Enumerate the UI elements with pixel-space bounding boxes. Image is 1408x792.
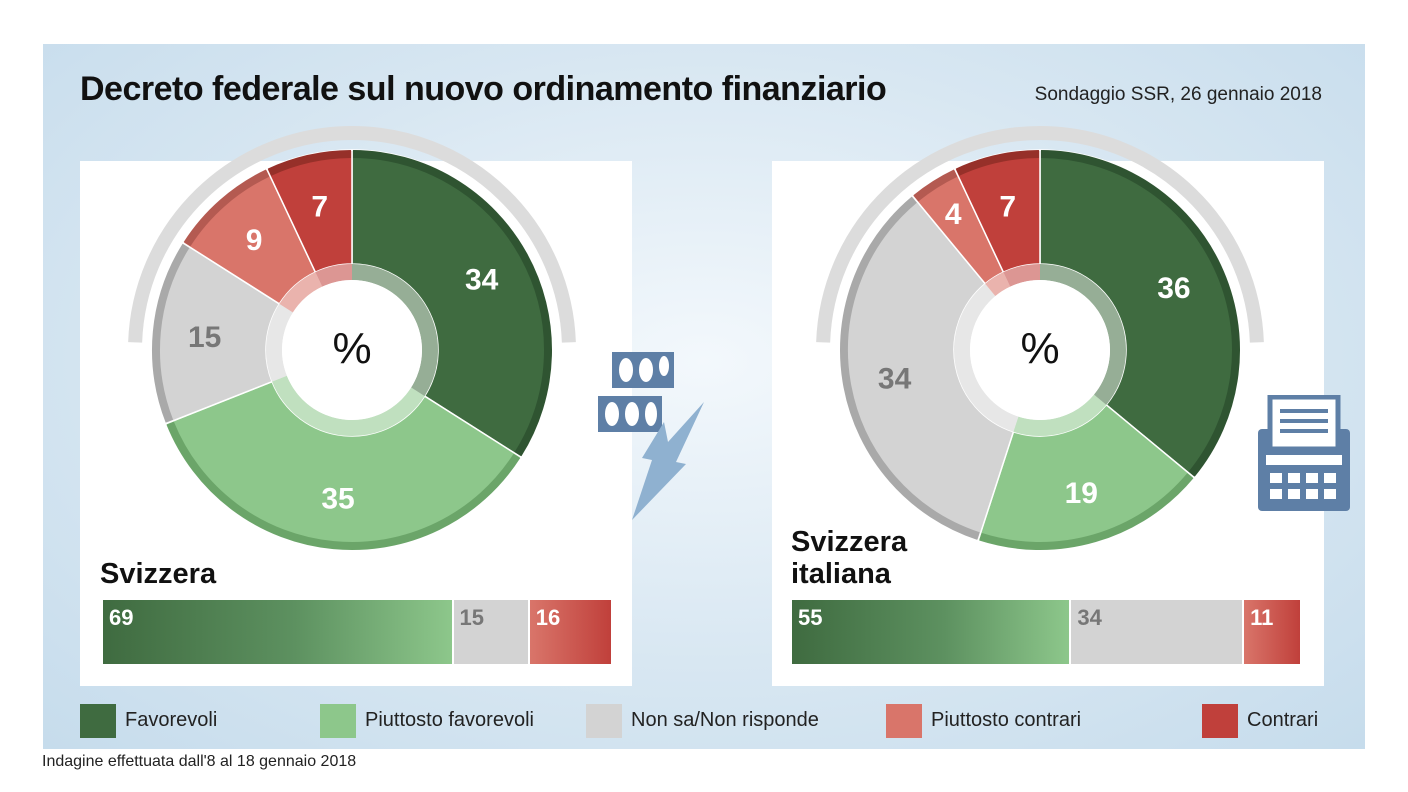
donut-inner-ring-piuttosto-favorevoli <box>272 375 425 437</box>
bar-value-label: 55 <box>798 605 823 630</box>
donut-chart-svizzera: % 34 35 15 9 7 <box>128 126 576 551</box>
donut-value-label: 35 <box>321 482 354 515</box>
donut-center <box>970 280 1110 420</box>
cash-register-icon <box>1256 395 1352 513</box>
outer-decorative-arc <box>816 126 1264 343</box>
bar-segment-non-sa: 34 <box>1071 600 1243 664</box>
region-name-line2: italiana <box>791 558 891 590</box>
region-label-svizzera: Svizzera <box>100 558 216 590</box>
chart-title: Decreto federale sul nuovo ordinamento f… <box>80 70 887 108</box>
region-label-svizzera-italiana: Svizzera italiana <box>791 526 907 590</box>
legend-label: Non sa/Non risponde <box>631 709 819 731</box>
donut-inner-ring-favorevoli <box>352 264 438 397</box>
bar-segment-favorevoli: 69 <box>103 600 452 664</box>
donut-rim-contrari <box>267 150 352 176</box>
bar-value-label: 69 <box>109 605 134 630</box>
donut-rim-piuttosto-favorevoli <box>979 473 1194 550</box>
bar-value-label: 11 <box>1250 605 1274 630</box>
legend-label: Piuttosto favorevoli <box>365 709 534 731</box>
lightning-bolt-icon <box>628 402 708 520</box>
bar-segment-contrari: 16 <box>529 600 611 664</box>
stacked-bar-svizzera-italiana: 55 34 11 <box>792 600 1300 664</box>
donut-inner-ring-piuttosto-contrari <box>985 272 1011 297</box>
stacked-bar-svizzera: 69 15 16 <box>103 600 611 664</box>
donut-center-symbol: % <box>1020 324 1059 373</box>
donut-inner-ring-piuttosto-favorevoli <box>1013 394 1107 436</box>
donut-center-symbol: % <box>332 324 371 373</box>
bar-value-label: 15 <box>459 605 484 630</box>
donut-inner-ring-non-sa <box>265 303 293 382</box>
donut-center <box>282 280 422 420</box>
bar-segment-contrari: 11 <box>1244 600 1300 664</box>
donut-inner-ring-contrari <box>315 264 352 287</box>
legend-label: Piuttosto contrari <box>931 709 1082 731</box>
donut-value-label: 19 <box>1065 477 1098 510</box>
donut-value-label: 4 <box>945 198 962 231</box>
bar-value-label: 16 <box>535 605 561 630</box>
donut-value-label: 15 <box>188 321 221 354</box>
donut-inner-ring-piuttosto-contrari <box>279 272 323 313</box>
donut-rim-piuttosto-favorevoli <box>166 421 521 550</box>
donut-value-label: 34 <box>878 363 912 396</box>
legend-label: Contrari <box>1247 709 1319 731</box>
legend-swatch <box>320 704 356 738</box>
donut-rim-non-sa <box>152 243 190 423</box>
bar-value-label: 34 <box>1077 605 1102 630</box>
bar-segment-favorevoli: 55 <box>792 600 1070 664</box>
donut-value-label: 7 <box>311 191 328 224</box>
donut-inner-ring-contrari <box>1003 264 1040 287</box>
donut-rim-piuttosto-contrari <box>913 169 958 202</box>
donut-rim-favorevoli <box>1041 150 1240 477</box>
donut-value-label: 36 <box>1157 272 1190 305</box>
donut-chart-svizzera-italiana: % 36 19 34 4 7 <box>816 126 1264 551</box>
donut-inner-ring-non-sa <box>954 283 1019 432</box>
donut-inner-ring-favorevoli <box>1040 264 1126 405</box>
donut-rim-contrari <box>955 150 1040 176</box>
ballot-boxes-icon <box>596 350 678 436</box>
donut-rim-favorevoli <box>353 150 552 457</box>
donut-value-label: 34 <box>465 264 499 297</box>
legend-swatch <box>586 704 622 738</box>
donut-value-label: 7 <box>999 191 1016 224</box>
donut-rim-piuttosto-contrari <box>183 169 270 247</box>
footnote: Indagine effettuata dall'8 al 18 gennaio… <box>42 753 357 770</box>
region-name: Svizzera <box>100 558 217 590</box>
legend-label: Favorevoli <box>125 709 218 731</box>
region-name-line1: Svizzera <box>791 526 908 558</box>
legend-swatch <box>80 704 116 738</box>
legend-swatch <box>886 704 922 738</box>
legend-swatch <box>1202 704 1238 738</box>
donut-rim-non-sa <box>840 196 980 540</box>
source-note: Sondaggio SSR, 26 gennaio 2018 <box>1034 84 1322 105</box>
outer-decorative-arc <box>128 126 576 343</box>
donut-value-label: 9 <box>246 224 263 257</box>
bar-segment-non-sa: 15 <box>453 600 528 664</box>
legend: Favorevoli Piuttosto favorevoli Non sa/N… <box>80 704 1325 738</box>
